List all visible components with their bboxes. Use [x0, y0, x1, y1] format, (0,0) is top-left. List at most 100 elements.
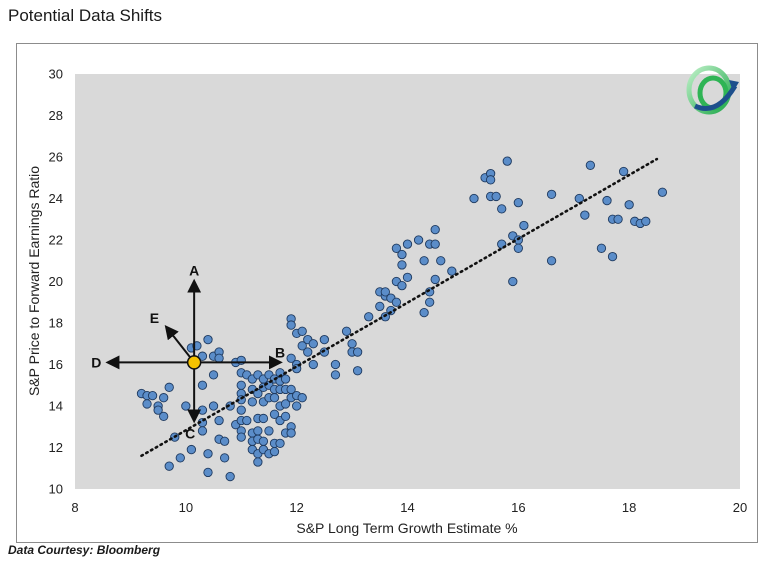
data-point — [292, 401, 302, 411]
y-tick-label: 10 — [49, 482, 63, 497]
data-point — [402, 239, 413, 249]
data-point — [546, 256, 557, 266]
data-point — [657, 187, 668, 197]
arrow-label: B — [275, 344, 285, 360]
x-axis: 8 10 12 14 16 18 20 — [71, 500, 747, 515]
x-tick-label: 18 — [622, 500, 636, 515]
y-axis-title: S&P Price to Forward Earnings Ratio — [26, 166, 42, 396]
data-point — [330, 370, 341, 380]
data-point — [142, 399, 152, 409]
data-point — [181, 401, 191, 411]
data-point — [258, 436, 269, 446]
data-point — [186, 444, 197, 455]
x-tick-label: 20 — [733, 500, 747, 515]
data-point — [242, 415, 252, 426]
data-point — [413, 235, 424, 245]
data-point — [624, 200, 634, 210]
data-point — [596, 243, 607, 253]
x-tick-label: 8 — [71, 500, 78, 515]
y-tick-label: 30 — [49, 67, 63, 82]
data-point — [164, 382, 174, 392]
y-tick-label: 14 — [49, 399, 63, 414]
data-point — [574, 193, 584, 204]
data-point — [436, 256, 446, 266]
data-point — [253, 457, 263, 467]
data-point — [585, 160, 596, 170]
shift-arrows: A B C D E — [91, 263, 285, 442]
data-point — [397, 280, 407, 291]
x-tick-label: 16 — [511, 500, 525, 515]
data-point — [380, 287, 390, 297]
y-tick-label: 26 — [49, 150, 63, 165]
data-point — [159, 393, 169, 403]
data-point — [258, 413, 269, 424]
data-point — [219, 453, 230, 463]
data-point — [219, 436, 230, 446]
data-point — [502, 156, 512, 166]
logo-icon — [686, 65, 739, 115]
arrow-label: A — [189, 263, 199, 279]
x-tick-label: 10 — [179, 500, 193, 515]
data-point — [197, 380, 208, 390]
data-point — [308, 359, 318, 370]
data-point — [203, 449, 213, 459]
data-point — [447, 266, 457, 276]
data-point — [641, 216, 651, 226]
data-point — [430, 274, 440, 285]
data-point — [613, 214, 623, 224]
y-axis: 10 12 14 16 18 20 22 24 26 28 30 — [49, 67, 63, 497]
data-point — [397, 249, 407, 260]
data-point — [580, 210, 590, 220]
data-point — [391, 297, 402, 307]
data-point — [269, 393, 280, 403]
chart-frame: 10 12 14 16 18 20 22 24 26 28 30 8 10 12 14 16 18 20 A B C… — [16, 43, 758, 543]
data-point — [347, 339, 357, 349]
data-point — [286, 320, 296, 330]
data-point — [303, 347, 313, 357]
data-point — [485, 175, 496, 185]
arrow-e — [164, 324, 195, 364]
data-point — [236, 380, 246, 390]
data-point — [297, 326, 307, 336]
data-point — [469, 193, 479, 204]
y-tick-label: 22 — [49, 233, 63, 248]
data-point — [319, 334, 330, 345]
data-point — [430, 239, 440, 249]
x-axis-title: S&P Long Term Growth Estimate % — [296, 520, 517, 536]
data-point — [419, 256, 429, 266]
data-point — [203, 334, 213, 345]
data-point — [297, 393, 307, 403]
data-point — [352, 366, 363, 376]
data-point — [197, 351, 208, 361]
data-point — [153, 405, 163, 415]
data-point — [491, 191, 501, 202]
data-point — [297, 341, 307, 351]
data-point — [197, 405, 208, 415]
data-source-note: Data Courtesy: Bloomberg — [8, 543, 161, 557]
data-point — [352, 347, 363, 357]
arrow-label: D — [91, 354, 101, 370]
data-point — [397, 260, 407, 270]
y-tick-label: 20 — [49, 274, 63, 289]
data-point — [618, 166, 629, 177]
page-title: Potential Data Shifts — [8, 6, 163, 25]
data-point — [519, 220, 529, 231]
y-tick-label: 28 — [49, 108, 63, 123]
data-point — [602, 195, 612, 206]
y-tick-label: 18 — [49, 316, 63, 331]
data-point — [236, 405, 246, 415]
arrow-label: C — [185, 426, 195, 442]
data-point — [175, 453, 185, 463]
data-point — [286, 428, 296, 438]
data-point — [364, 312, 374, 322]
data-point — [147, 390, 158, 401]
data-point — [203, 467, 213, 478]
data-point — [430, 224, 440, 235]
data-points — [136, 156, 668, 482]
highlight-point — [186, 355, 202, 370]
data-point — [225, 471, 235, 482]
data-point — [330, 359, 341, 370]
data-point — [197, 426, 208, 436]
data-point — [280, 411, 291, 422]
data-point — [214, 353, 224, 363]
